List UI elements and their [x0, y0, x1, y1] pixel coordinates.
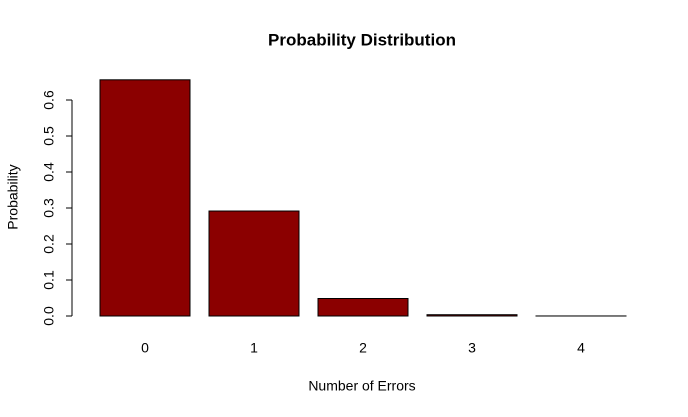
chart-title: Probability Distribution: [268, 30, 456, 49]
y-tick-label: 0.0: [41, 306, 57, 326]
x-tick-label: 3: [468, 340, 476, 356]
y-tick-label: 0.4: [41, 162, 57, 182]
x-tick-label: 2: [359, 340, 367, 356]
x-axis-label: Number of Errors: [308, 378, 415, 394]
y-tick-label: 0.5: [41, 126, 57, 146]
bar: [317, 298, 409, 317]
y-axis-label: Probability: [5, 164, 21, 229]
bar: [426, 314, 518, 317]
y-tick-label: 0.6: [41, 90, 57, 110]
x-tick-label: 0: [141, 340, 149, 356]
bar: [99, 79, 191, 317]
x-tick-label: 4: [577, 340, 585, 356]
bar: [208, 210, 300, 317]
y-tick-label: 0.1: [41, 270, 57, 290]
y-tick-label: 0.2: [41, 234, 57, 254]
y-tick-label: 0.3: [41, 198, 57, 218]
x-tick-label: 1: [250, 340, 258, 356]
